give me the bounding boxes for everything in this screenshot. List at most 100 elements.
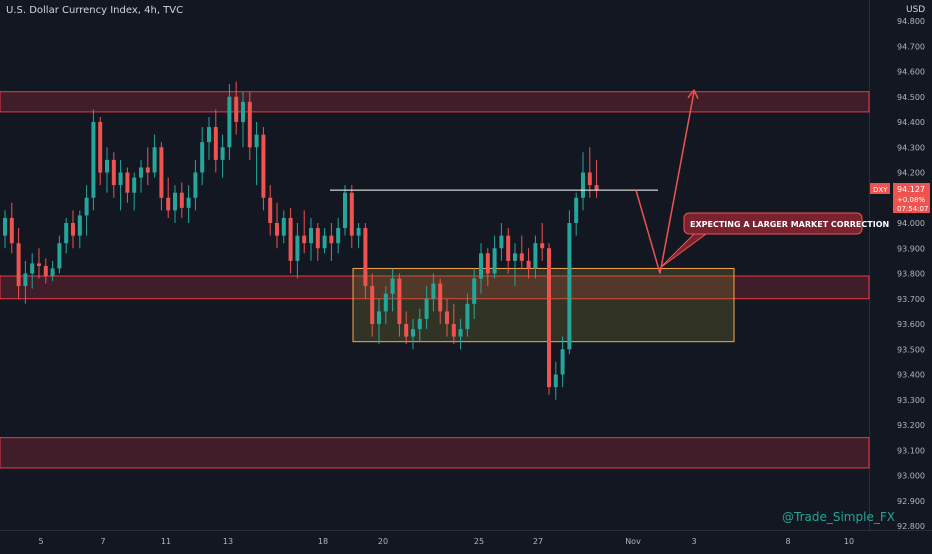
- y-tick-label: 93.500: [897, 345, 925, 354]
- x-tick-label: 8: [785, 537, 790, 546]
- candle: [234, 81, 239, 135]
- candle: [281, 210, 286, 244]
- candle: [322, 228, 327, 254]
- candle-body: [458, 329, 463, 337]
- x-tick-label: 18: [318, 537, 328, 546]
- candle: [145, 147, 150, 186]
- x-tick-label: 10: [844, 537, 854, 546]
- candle-body: [329, 235, 334, 244]
- candle: [465, 293, 470, 337]
- last-price-tag: DXY 94.127 +0.08% 07:54:07: [870, 183, 930, 213]
- y-tick-label: 93.000: [897, 472, 925, 481]
- candle-body: [139, 167, 143, 178]
- y-tick-label: 94.400: [897, 118, 925, 127]
- candle: [111, 152, 116, 198]
- projection-path: [635, 91, 695, 274]
- last-price: 94.127: [897, 185, 925, 194]
- candle: [315, 223, 320, 261]
- candle: [43, 258, 48, 284]
- candle: [567, 210, 572, 355]
- candle-body: [275, 223, 279, 236]
- candle-body: [438, 283, 443, 312]
- candle-body: [213, 127, 218, 160]
- candle: [560, 336, 565, 388]
- y-tick-label: 93.300: [897, 396, 925, 405]
- candle-body: [445, 311, 449, 324]
- y-tick-label: 93.400: [897, 371, 925, 380]
- candle: [336, 217, 341, 254]
- candle: [309, 217, 313, 261]
- candle: [50, 260, 55, 282]
- candle-body: [417, 318, 422, 330]
- y-tick-label: 93.100: [897, 446, 925, 455]
- candle-body: [23, 273, 28, 287]
- candle: [16, 228, 21, 299]
- support-zone: [0, 437, 870, 469]
- candle: [220, 134, 225, 178]
- candle-body: [526, 260, 531, 269]
- candle-body: [220, 147, 225, 160]
- candle-body: [179, 192, 184, 208]
- candle: [329, 223, 334, 261]
- candle-body: [574, 197, 579, 223]
- x-tick-label: 11: [161, 537, 171, 546]
- candle: [173, 185, 177, 223]
- candle: [268, 185, 273, 236]
- y-tick-label: 94.800: [897, 17, 925, 26]
- candle: [356, 223, 361, 249]
- candle-body: [247, 101, 252, 148]
- candle: [417, 308, 422, 342]
- x-tick-label: 7: [100, 537, 105, 546]
- candle: [513, 243, 517, 287]
- y-tick-label: 93.700: [897, 295, 925, 304]
- candle-body: [261, 134, 266, 198]
- candle-body: [506, 235, 511, 261]
- candle-body: [166, 197, 171, 211]
- candle-body: [411, 329, 415, 337]
- candle-body: [322, 235, 327, 249]
- candle: [30, 253, 35, 289]
- candle: [254, 122, 259, 186]
- candle-body: [479, 253, 483, 279]
- candle: [574, 192, 579, 236]
- candle-body: [424, 298, 429, 319]
- candle: [23, 260, 28, 304]
- projection-arrowhead: [687, 89, 699, 100]
- resistance-zone: [0, 91, 870, 113]
- candle: [84, 185, 89, 236]
- candle-body: [519, 253, 524, 261]
- candle-body: [451, 324, 456, 337]
- candle-body: [132, 177, 137, 193]
- candle: [64, 217, 69, 254]
- candle: [91, 109, 96, 211]
- candle: [424, 286, 429, 330]
- candle: [118, 159, 123, 211]
- candle: [159, 142, 164, 211]
- candle-body: [111, 159, 116, 186]
- candle-body: [268, 197, 273, 223]
- candle-body: [377, 311, 381, 324]
- annotation-callout[interactable]: EXPECTING A LARGER MARKET CORRECTION: [659, 212, 889, 269]
- candle-body: [84, 197, 89, 216]
- x-tick-label: 3: [691, 537, 696, 546]
- candle-body: [390, 278, 395, 294]
- candle: [506, 228, 511, 274]
- candle: [166, 177, 171, 218]
- candle-body: [356, 228, 361, 236]
- candle-body: [64, 223, 69, 244]
- candle-body: [553, 374, 558, 388]
- candle: [404, 311, 409, 345]
- x-tick-label: 20: [378, 537, 388, 546]
- y-tick-label: 93.900: [897, 244, 925, 253]
- chart-title: U.S. Dollar Currency Index, 4h, TVC: [6, 5, 184, 16]
- candle: [288, 207, 293, 274]
- candle: [540, 223, 545, 261]
- candle: [485, 248, 490, 287]
- candle-body: [152, 147, 157, 173]
- candle: [9, 202, 14, 254]
- candle: [200, 127, 205, 186]
- candle-body: [193, 172, 198, 198]
- currency-label: USD: [906, 5, 926, 15]
